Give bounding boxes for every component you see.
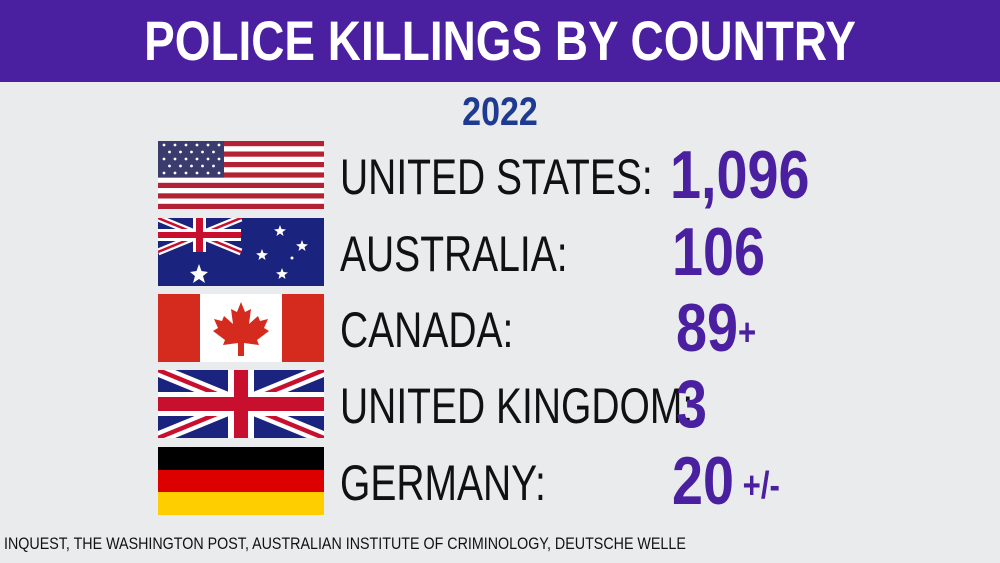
canada-flag-icon: [158, 294, 324, 362]
country-row-united-kingdom: UNITED KINGDOM: 3: [0, 370, 1000, 440]
uk-flag-icon: [158, 370, 324, 438]
killings-value: 20 +/-: [672, 443, 780, 519]
australia-flag-icon: [158, 218, 324, 286]
country-name: UNITED STATES:: [340, 149, 653, 205]
killings-value: 3: [676, 366, 708, 442]
country-name: GERMANY:: [340, 455, 546, 511]
killings-value: 106: [672, 214, 766, 290]
year-label: 2022: [462, 90, 538, 134]
header-banner: POLICE KILLINGS BY COUNTRY: [0, 0, 1000, 82]
us-flag-icon: [158, 141, 324, 209]
page-title: POLICE KILLINGS BY COUNTRY: [144, 9, 856, 72]
killings-value: 89+: [676, 290, 757, 366]
source-credits: INQUEST, THE WASHINGTON POST, AUSTRALIAN…: [4, 534, 686, 553]
country-name: AUSTRALIA:: [340, 226, 568, 282]
country-name: CANADA:: [340, 302, 514, 358]
country-row-germany: GERMANY: 20 +/-: [0, 447, 1000, 517]
country-row-australia: AUSTRALIA: 106: [0, 218, 1000, 288]
killings-value: 1,096: [670, 137, 810, 213]
germany-flag-icon: [158, 447, 324, 515]
country-row-canada: CANADA: 89+: [0, 294, 1000, 364]
country-name: UNITED KINGDOM:: [340, 378, 694, 434]
country-row-united-states: UNITED STATES: 1,096: [0, 141, 1000, 211]
